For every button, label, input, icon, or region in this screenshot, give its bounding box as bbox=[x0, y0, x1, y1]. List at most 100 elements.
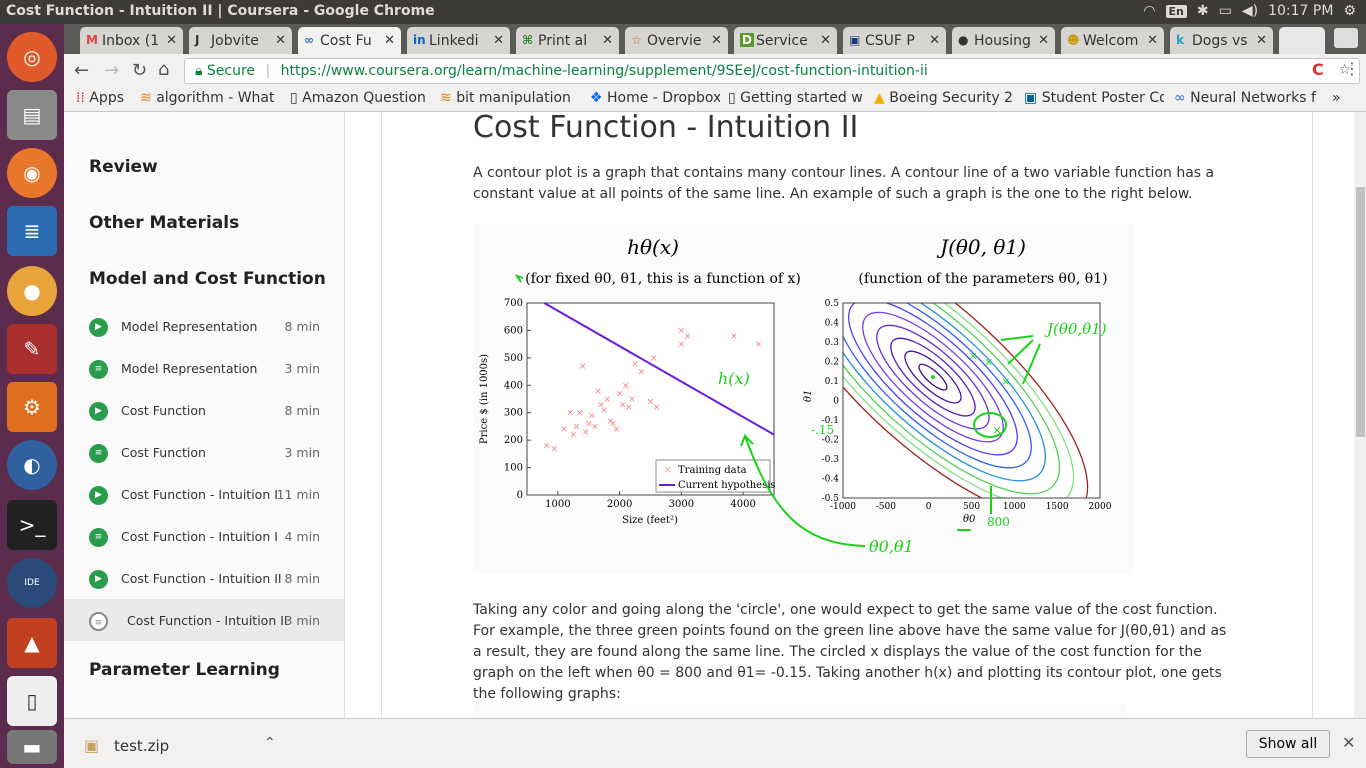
contour-ytick-label: 0.4 bbox=[825, 319, 840, 329]
scrollbar-thumb[interactable] bbox=[1356, 187, 1365, 437]
firefox-icon[interactable]: ◉ bbox=[7, 148, 57, 198]
contour-xticks: -1000 -500 0 500 1000 1500 2000 bbox=[830, 502, 1112, 512]
sidebar-item-intuition-2-video[interactable]: ▶ Cost Function - Intuition II 8 min bbox=[64, 557, 344, 599]
bookmark-getting-started[interactable]: ▯ Getting started wi bbox=[728, 90, 864, 106]
tab-housing[interactable]: ● Housing ✕ bbox=[952, 27, 1055, 54]
profile-icon[interactable] bbox=[1334, 28, 1358, 48]
bookmark-star-icon[interactable]: ☆ bbox=[1338, 62, 1351, 78]
annotation-015: -.15 bbox=[811, 423, 834, 437]
section-parameter-learning[interactable]: Parameter Learning bbox=[89, 660, 280, 680]
bookmark-boeing[interactable]: ▲ Boeing Security 2 bbox=[874, 90, 1014, 106]
close-icon[interactable]: ✕ bbox=[1147, 33, 1158, 48]
forward-arrow-icon[interactable]: → bbox=[104, 60, 120, 81]
terminal-icon[interactable]: >_ bbox=[7, 500, 57, 550]
system-tools-icon[interactable]: ✎ bbox=[7, 324, 57, 374]
bookmark-label: Getting started wi bbox=[740, 90, 864, 106]
battery-icon[interactable]: ▭ bbox=[1218, 3, 1232, 19]
tab-inbox[interactable]: M Inbox (1 ✕ bbox=[80, 27, 183, 54]
tab-linkedin[interactable]: in Linkedi ✕ bbox=[407, 27, 510, 54]
tab-welcome[interactable]: ☻ Welcom ✕ bbox=[1061, 27, 1164, 54]
bookmark-neural-networks[interactable]: ∞ Neural Networks f bbox=[1174, 90, 1330, 106]
sidebar-item-model-representation-reading[interactable]: ≡ Model Representation 3 min bbox=[64, 347, 344, 389]
sidebar-item-cost-function-video[interactable]: ▶ Cost Function 8 min bbox=[64, 389, 344, 431]
close-icon[interactable]: ✕ bbox=[1256, 33, 1267, 48]
page-icon: ▯ bbox=[728, 90, 736, 106]
close-icon[interactable]: ✕ bbox=[384, 33, 395, 48]
training-data-point: × bbox=[678, 340, 686, 350]
close-icon[interactable]: ✕ bbox=[1038, 33, 1049, 48]
bookmark-algorithm[interactable]: ≋ algorithm - What i bbox=[140, 90, 280, 106]
volume-icon[interactable]: ◀) bbox=[1241, 3, 1259, 19]
sidebar-item-model-representation-video[interactable]: ▶ Model Representation 8 min bbox=[64, 305, 344, 347]
reading-pane: Cost Function - Intuition II A contour p… bbox=[381, 112, 1313, 718]
eclipse-icon[interactable]: ◐ bbox=[7, 440, 57, 490]
tab-overview[interactable]: ☆ Overvie ✕ bbox=[625, 27, 728, 54]
more-bookmarks-icon[interactable]: » bbox=[1332, 90, 1341, 106]
page-scrollbar[interactable] bbox=[1354, 112, 1366, 718]
reload-icon[interactable]: ↻ bbox=[132, 60, 148, 81]
annotation-arrows-j bbox=[1000, 335, 1041, 385]
chrome-icon[interactable]: ● bbox=[7, 266, 57, 316]
bookmarks-bar: ⁞⁞ Apps ≋ algorithm - What i ▯ Amazon Qu… bbox=[64, 88, 1366, 112]
home-icon[interactable]: ⌂ bbox=[158, 59, 170, 80]
sidebar-item-intuition-1-reading[interactable]: ≡ Cost Function - Intuition I 4 min bbox=[64, 515, 344, 557]
tab-dogs-vs[interactable]: k Dogs vs ✕ bbox=[1170, 27, 1273, 54]
scatter-legend bbox=[655, 459, 771, 493]
close-icon[interactable]: ✕ bbox=[493, 33, 504, 48]
scatter-xtick-label: 2000 bbox=[607, 499, 632, 510]
matlab-icon[interactable]: ▲ bbox=[7, 618, 57, 668]
extension-icon[interactable]: C bbox=[1312, 60, 1324, 79]
bookmark-amazon[interactable]: ▯ Amazon Question bbox=[290, 90, 430, 106]
download-file-name[interactable]: test.zip bbox=[114, 737, 170, 755]
clock[interactable]: 10:17 PM bbox=[1268, 3, 1334, 19]
bookmark-label: Boeing Security 2 bbox=[889, 90, 1013, 106]
bluetooth-icon[interactable]: ✱ bbox=[1196, 3, 1209, 19]
back-arrow-icon[interactable]: ← bbox=[74, 60, 90, 81]
training-data-point: × bbox=[678, 326, 686, 336]
tab-service[interactable]: D Service ✕ bbox=[734, 27, 837, 54]
item-label: Cost Function - Intuition I bbox=[121, 487, 278, 502]
sidebar-item-cost-function-reading[interactable]: ≡ Cost Function 3 min bbox=[64, 431, 344, 473]
tab-jobvite[interactable]: J Jobvite ✕ bbox=[189, 27, 292, 54]
close-icon[interactable]: ✕ bbox=[166, 33, 177, 48]
wifi-icon[interactable]: ◠ bbox=[1143, 3, 1156, 19]
close-icon[interactable]: ✕ bbox=[820, 33, 831, 48]
zip-file-icon: ▣ bbox=[84, 736, 100, 755]
training-data-point: × bbox=[560, 425, 568, 435]
bookmark-bit-manipulation[interactable]: ≋ bit manipulation - bbox=[440, 90, 574, 106]
scatter-ytick-label: 100 bbox=[504, 463, 523, 474]
close-icon[interactable]: ✕ bbox=[275, 33, 286, 48]
show-all-button[interactable]: Show all bbox=[1246, 730, 1330, 758]
bookmark-dropbox[interactable]: ❖ Home - Dropbox bbox=[590, 90, 720, 106]
ubuntu-logo-icon[interactable]: ◎ bbox=[7, 32, 57, 82]
sidebar-item-intuition-1-video[interactable]: ▶ Cost Function - Intuition I 11 min bbox=[64, 473, 344, 515]
trash-icon[interactable]: ▬ bbox=[7, 730, 57, 764]
writer-icon[interactable]: ≣ bbox=[7, 206, 57, 256]
section-other-materials[interactable]: Other Materials bbox=[89, 213, 240, 233]
new-tab-button[interactable] bbox=[1279, 27, 1325, 54]
tab-label: Dogs vs bbox=[1192, 33, 1248, 49]
close-icon[interactable]: ✕ bbox=[1342, 733, 1356, 752]
close-icon[interactable]: ✕ bbox=[711, 33, 722, 48]
document-viewer-icon[interactable]: ▯ bbox=[7, 676, 57, 726]
settings-icon[interactable]: ⚙ bbox=[7, 382, 57, 432]
tab-print-all[interactable]: ⌘ Print al ✕ bbox=[516, 27, 619, 54]
tab-csuf[interactable]: ▣ CSUF P ✕ bbox=[843, 27, 946, 54]
settings-gear-icon[interactable]: ⚙ bbox=[1343, 3, 1356, 19]
section-review[interactable]: Review bbox=[89, 157, 158, 177]
files-icon[interactable]: ▤ bbox=[7, 90, 57, 140]
section-model-and-cost-function[interactable]: Model and Cost Function bbox=[89, 269, 326, 289]
chevron-up-icon[interactable]: ⌃ bbox=[264, 735, 276, 751]
bookmark-student-poster[interactable]: ▣ Student Poster Co bbox=[1024, 90, 1164, 106]
close-icon[interactable]: ✕ bbox=[929, 33, 940, 48]
tab-cost-function[interactable]: ∞ Cost Fu ✕ bbox=[298, 27, 401, 54]
tab-label: Print al bbox=[538, 33, 588, 49]
sidebar-item-intuition-2-reading[interactable]: ≡ Cost Function - Intuition II 3 min bbox=[64, 599, 344, 641]
java-ee-ide-icon[interactable]: IDE bbox=[7, 558, 57, 608]
close-icon[interactable]: ✕ bbox=[602, 33, 613, 48]
cost-function-figure: hθ(x) (for fixed θ0, θ1, this is a funct… bbox=[473, 224, 1133, 574]
keyboard-layout-indicator[interactable]: En bbox=[1165, 4, 1187, 18]
bookmark-apps[interactable]: ⁞⁞ Apps bbox=[76, 90, 146, 106]
menu-dots-icon[interactable]: ⋮ bbox=[1344, 59, 1360, 78]
address-bar[interactable]: 🔒︎ Secure | https://www.coursera.org/lea… bbox=[184, 58, 1360, 84]
